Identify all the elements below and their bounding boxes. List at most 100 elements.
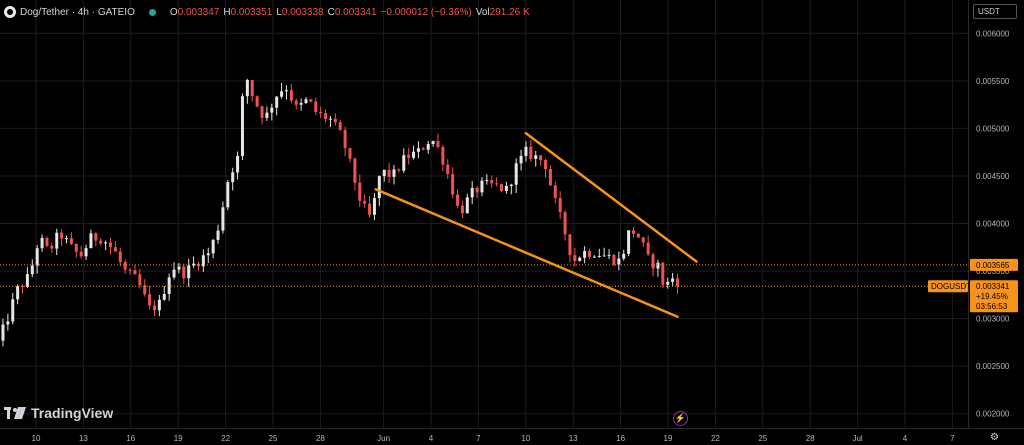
candle-body — [588, 251, 592, 257]
candle-body — [55, 232, 59, 249]
candle-body — [216, 230, 220, 240]
candle-body — [451, 174, 455, 195]
candle-body — [363, 200, 367, 204]
candle-body — [636, 233, 640, 238]
tradingview-watermark: TradingView — [4, 405, 113, 421]
candle-body — [333, 118, 337, 123]
candle-body — [206, 253, 210, 256]
candle-body — [514, 163, 518, 185]
price-labels: 0.003565 DOGUSDT 0.003341+19.45%03:56:53 — [928, 258, 1018, 313]
candle-body — [387, 169, 391, 177]
trendline-lower — [374, 188, 679, 318]
x-tick-label: 28 — [316, 434, 325, 443]
price-line-label-bg — [970, 258, 1018, 271]
grid-lines — [0, 0, 968, 428]
candle-body — [30, 265, 34, 275]
candle-body — [348, 148, 352, 159]
x-tick-label: 19 — [664, 434, 673, 443]
candle-body — [402, 155, 406, 171]
candle-body — [221, 207, 225, 231]
ohlc-low-value: 0.003338 — [281, 6, 324, 18]
time-axis[interactable]: 10 13 16 19 22 25 28 Jun 4 7 10 13 16 19 22 25 28 Jul 4 7 — [32, 434, 956, 443]
candle-body — [84, 248, 88, 257]
candle-body — [16, 286, 20, 300]
candle-body — [94, 233, 98, 241]
candle-body — [255, 96, 259, 107]
candle-body — [157, 299, 161, 311]
candle-body — [592, 256, 596, 258]
y-tick-label: 0.006000 — [976, 29, 1010, 38]
candle-body — [304, 99, 308, 103]
candle-body — [631, 230, 635, 234]
candle-body — [441, 146, 445, 165]
candle-body — [113, 247, 117, 252]
price-line-label: 0.003565 — [976, 261, 1010, 270]
x-tick-label: 10 — [32, 434, 41, 443]
candle-body — [25, 274, 29, 287]
candle-body — [377, 176, 381, 199]
bar-countdown: 03:56:53 — [976, 302, 1008, 311]
candle-body — [294, 100, 298, 105]
candle-body — [133, 270, 137, 275]
x-tick-label: Jun — [377, 434, 390, 443]
candle-body — [314, 101, 318, 113]
candle-body — [143, 285, 147, 295]
candle-body — [646, 242, 650, 255]
symbol-tag-bg — [928, 280, 968, 293]
symbol-title[interactable]: Dog/Tether · 4h · GATEIO — [20, 6, 135, 18]
ohlc-low-key: L — [276, 6, 282, 18]
market-status-icon[interactable] — [148, 8, 156, 16]
candle-body — [211, 239, 215, 254]
candle-body — [324, 113, 328, 120]
candle-body — [553, 185, 557, 199]
symbol-legend: Dog/Tether · 4h · GATEIO O 0.003347 H 0.00… — [4, 4, 530, 20]
candle-body — [108, 242, 112, 248]
currency-selector[interactable]: USDT — [973, 4, 1017, 19]
lightning-icon[interactable]: ⚡ — [673, 411, 688, 426]
candle-body — [152, 305, 156, 311]
trendline-upper — [524, 131, 698, 263]
candle-body — [607, 254, 611, 256]
candles — [1, 78, 679, 347]
candle-body — [485, 180, 489, 182]
candle-body — [548, 169, 552, 186]
candle-body — [446, 164, 450, 175]
candle-body — [231, 172, 235, 183]
candle-body — [500, 184, 504, 191]
candle-body — [627, 230, 631, 254]
candle-body — [529, 146, 533, 159]
ohlc-volume-key: Vol — [475, 6, 490, 18]
candle-body — [182, 266, 186, 279]
candle-body — [426, 143, 430, 150]
x-tick-label: 22 — [221, 434, 230, 443]
candle-body — [275, 96, 279, 108]
candle-body — [397, 169, 401, 171]
trendlines[interactable] — [374, 131, 698, 318]
candle-body — [456, 194, 460, 206]
ohlc-open-value: 0.003347 — [177, 6, 220, 18]
gear-icon[interactable]: ⚙ — [990, 432, 999, 443]
candle-body — [11, 299, 15, 322]
candle-body — [602, 255, 606, 257]
candle-body — [328, 118, 332, 120]
candle-body — [495, 183, 499, 185]
candle-body — [382, 169, 386, 177]
ohlc-close-key: C — [327, 6, 335, 18]
candle-body — [201, 255, 205, 267]
candle-body — [6, 321, 10, 325]
candle-body — [138, 274, 142, 286]
x-tick-label: 28 — [806, 434, 815, 443]
candle-body — [89, 233, 93, 249]
candle-body — [470, 187, 474, 198]
candle-body — [504, 186, 508, 191]
price-axis[interactable]: 0.002000 0.002500 0.003000 0.003500 0.004000… — [976, 29, 1010, 418]
candle-body — [270, 107, 274, 113]
candle-body — [392, 169, 396, 177]
candle-body — [622, 253, 626, 259]
candle-body — [460, 205, 464, 214]
x-tick-label: 19 — [174, 434, 183, 443]
x-tick-label: 4 — [429, 434, 434, 443]
candle-body — [372, 198, 376, 215]
candle-body — [353, 158, 357, 183]
